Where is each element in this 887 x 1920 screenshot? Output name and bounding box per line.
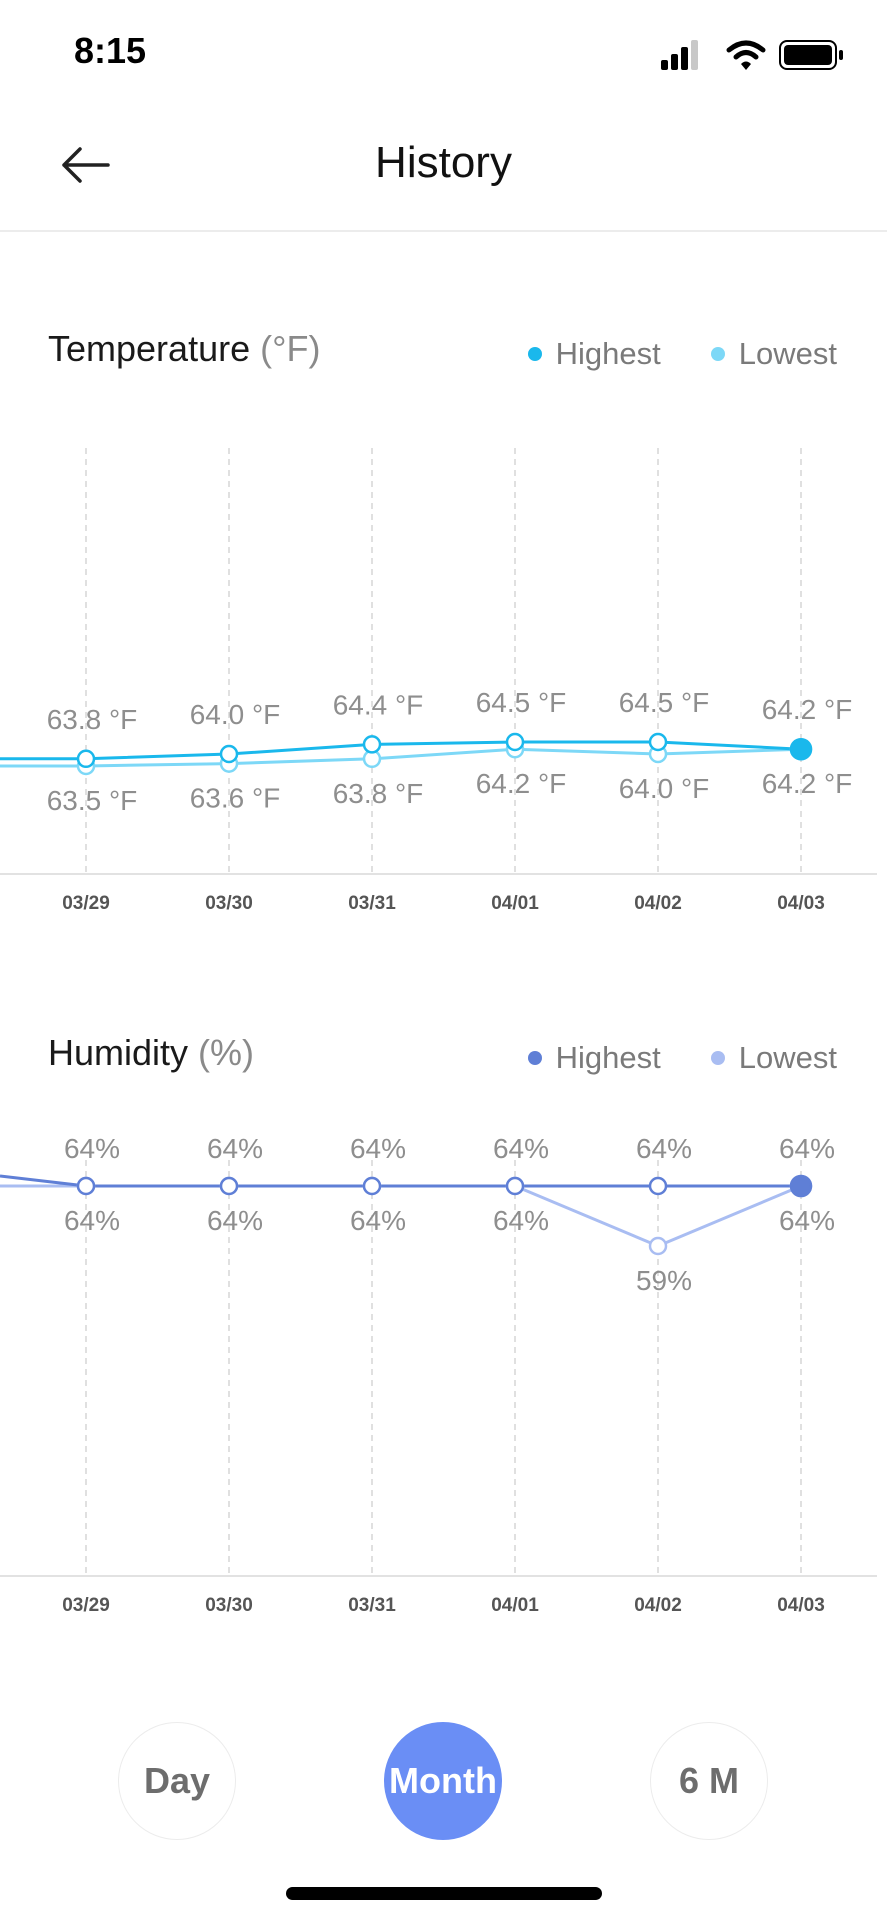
temperature-legend: Highest Lowest [478,336,837,372]
humidity-chart: 03/29 03/30 03/31 04/01 04/02 04/03 64% 64% 64% 6… [0,1133,877,1616]
data-point-high [76,1176,96,1196]
data-label-low: 63.8 °F [333,778,424,809]
humidity-legend: Highest Lowest [478,1040,837,1076]
status-time: 8:15 [74,30,147,71]
data-label-high: 64% [350,1133,406,1164]
data-label-high: 64% [207,1133,263,1164]
data-label-low: 59% [636,1265,692,1296]
data-label-low: 64.2 °F [762,768,853,799]
legend-temp-low-label: Lowest [738,336,837,371]
humidity-title-text: Humidity [48,1032,189,1073]
x-tick-label: 04/03 [777,893,825,914]
data-label-high: 64.5 °F [619,687,710,718]
back-button[interactable] [56,140,116,190]
data-point-high [362,735,382,754]
legend-temp-low-dot [710,347,725,361]
range-6m-button[interactable]: 6 M [650,1722,768,1840]
data-label-high: 64.0 °F [190,699,281,730]
data-label-low: 64% [64,1205,120,1236]
data-point-high [505,732,525,752]
status-bar: 8:15 [0,0,887,100]
legend-temp-low: Lowest [710,336,837,372]
page-title: History [375,138,512,187]
x-tick-label: 03/31 [348,893,396,914]
data-label-low: 63.5 °F [47,785,138,816]
data-label-low: 64.2 °F [476,768,567,799]
humidity-title: Humidity (%) [48,1032,254,1074]
x-tick-label: 03/30 [205,893,253,914]
x-tick-label: 04/03 [777,1595,825,1616]
data-label-high: 64% [64,1133,120,1164]
data-label-low: 64% [207,1205,263,1236]
battery-icon [779,40,843,70]
range-month-button[interactable]: Month [384,1722,502,1840]
data-point-high [76,749,96,769]
data-label-low: 64.0 °F [619,773,710,804]
data-label-high: 64.2 °F [762,694,853,725]
data-label-low: 64% [779,1205,835,1236]
x-tick-label: 04/02 [634,893,682,914]
data-point-high [789,737,813,761]
x-tick-label: 03/29 [62,893,110,914]
data-label-high: 64% [779,1133,835,1164]
data-point-low [648,1236,668,1256]
humidity-unit: (%) [198,1032,255,1073]
legend-hum-high: Highest [527,1040,661,1076]
data-label-low: 64% [493,1205,549,1236]
data-label-high: 64% [493,1133,549,1164]
series-line-high [0,1174,801,1188]
temperature-chart: 03/29 03/30 03/31 04/01 04/02 04/03 63.8 °F 64.… [0,448,877,914]
data-point-high [648,1176,668,1196]
data-label-low: 63.6 °F [190,783,281,814]
x-tick-label: 03/30 [205,1595,253,1616]
range-day-button[interactable]: Day [118,1722,236,1840]
temperature-title-text: Temperature [48,328,251,369]
legend-temp-high-dot [527,347,542,361]
data-point-high [362,1176,382,1196]
data-point-high [505,1176,525,1196]
data-point-high [789,1174,813,1198]
x-tick-label: 03/29 [62,1595,110,1616]
x-tick-label: 04/01 [491,893,539,914]
data-label-high: 64.4 °F [333,689,424,720]
data-label-high: 63.8 °F [47,704,138,735]
data-point-high [219,744,239,764]
signal-icon [661,40,698,70]
data-label-high: 64.5 °F [476,687,567,718]
nav-bar: History [0,100,887,232]
legend-hum-high-dot [527,1051,542,1065]
back-arrow-icon [62,147,110,183]
legend-temp-high-label: Highest [555,336,661,371]
x-tick-label: 04/01 [491,1595,539,1616]
legend-hum-high-label: Highest [555,1040,661,1075]
legend-hum-low-label: Lowest [738,1040,837,1075]
legend-hum-low-dot [710,1051,725,1065]
temperature-unit: (°F) [260,328,321,369]
data-label-high: 64% [636,1133,692,1164]
temperature-title: Temperature (°F) [48,328,321,370]
x-tick-label: 04/02 [634,1595,682,1616]
wifi-icon [726,40,766,70]
status-icons [661,40,843,70]
legend-hum-low: Lowest [710,1040,837,1076]
data-point-high [219,1176,239,1196]
data-label-low: 64% [350,1205,406,1236]
home-indicator [286,1887,602,1900]
x-tick-label: 03/31 [348,1595,396,1616]
legend-temp-high: Highest [527,336,661,372]
data-point-high [648,732,668,752]
